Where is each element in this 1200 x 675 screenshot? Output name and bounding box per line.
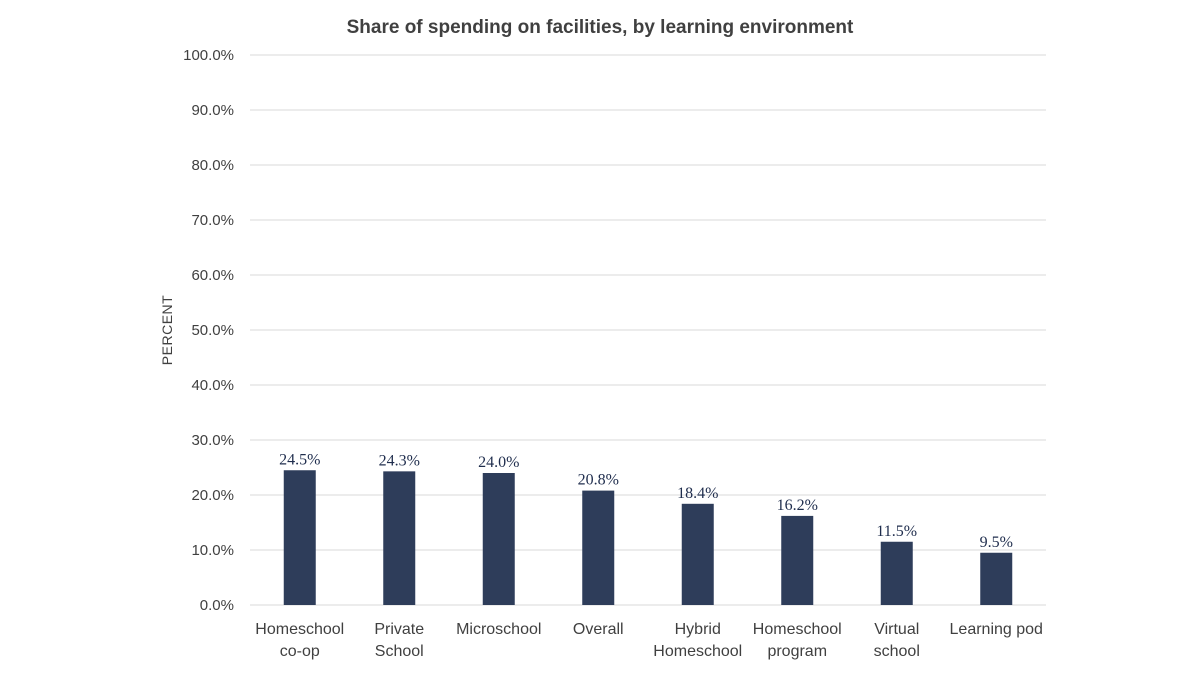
y-tick-label: 20.0% [191,487,234,504]
data-label: 24.5% [279,451,320,468]
bar [283,470,316,605]
bar [781,515,814,605]
bars [283,470,1013,605]
bar [582,490,615,605]
x-tick-label: Overall [573,621,624,638]
data-label: 20.8% [578,472,619,489]
bar [482,473,515,605]
data-labels: 24.5% 24.3% 24.0% 20.8% 18.4% 16.2% 11.5% 9.5% [279,451,1013,551]
x-tick-label: Virtual school [874,621,920,660]
x-tick-label: Microschool [456,621,541,638]
y-tick-label: 100.0% [183,47,234,64]
data-label: 16.2% [777,497,818,514]
chart-title: Share of spending on facilities, by lear… [347,17,854,38]
bar [383,471,416,605]
y-tick-label: 0.0% [200,597,234,614]
y-tick-label: 30.0% [191,432,234,449]
y-axis-title: PERCENT [159,295,175,365]
y-tick-label: 40.0% [191,377,234,394]
y-tick-label: 10.0% [191,542,234,559]
bar [681,503,714,605]
y-tick-label: 50.0% [191,322,234,339]
y-tick-label: 80.0% [191,157,234,174]
bar [880,541,913,605]
data-label: 24.3% [379,452,420,469]
x-tick-label: Learning pod [950,621,1043,638]
gridlines [250,54,1046,606]
x-tick-label: Hybrid Homeschool [653,621,742,660]
data-label: 18.4% [677,485,718,502]
bar [980,552,1013,605]
x-tick-label: Private School [374,621,424,660]
y-tick-label: 70.0% [191,212,234,229]
x-axis: Homeschool co-op Private School Microschool O… [255,621,1043,660]
y-tick-label: 60.0% [191,267,234,284]
y-tick-label: 90.0% [191,102,234,119]
data-label: 24.0% [478,454,519,471]
data-label: 11.5% [876,523,917,540]
x-tick-label: Homeschool co-op [255,621,344,660]
data-label: 9.5% [980,534,1013,551]
x-tick-label: Homeschool program [753,621,842,660]
y-axis: 0.0% 10.0% 20.0% 30.0% 40.0% 50.0% 60.0% 70.0% 8… [183,47,234,614]
